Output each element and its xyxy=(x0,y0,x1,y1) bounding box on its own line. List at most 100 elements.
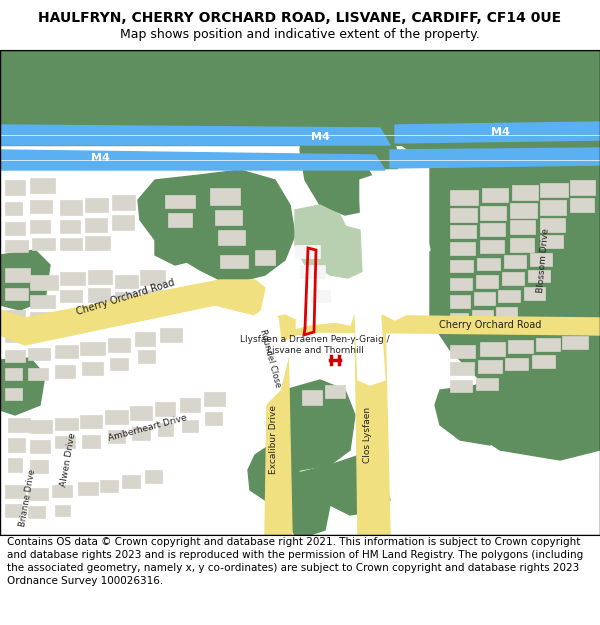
Polygon shape xyxy=(295,245,320,258)
Polygon shape xyxy=(60,272,85,285)
Polygon shape xyxy=(204,392,225,406)
Polygon shape xyxy=(140,270,165,285)
Polygon shape xyxy=(30,420,52,433)
Polygon shape xyxy=(155,225,200,265)
Polygon shape xyxy=(510,203,537,218)
Polygon shape xyxy=(450,362,474,375)
Polygon shape xyxy=(532,355,555,368)
Polygon shape xyxy=(5,504,22,517)
Polygon shape xyxy=(80,415,102,428)
Polygon shape xyxy=(5,368,22,380)
Polygon shape xyxy=(82,362,103,375)
Polygon shape xyxy=(510,220,535,234)
Polygon shape xyxy=(450,278,472,290)
Polygon shape xyxy=(0,250,50,310)
Polygon shape xyxy=(165,195,195,208)
Polygon shape xyxy=(32,238,55,250)
Polygon shape xyxy=(80,342,105,355)
Polygon shape xyxy=(450,190,478,205)
Polygon shape xyxy=(5,202,22,215)
Polygon shape xyxy=(255,250,275,265)
Text: Cherry Orchard Road: Cherry Orchard Road xyxy=(74,278,175,317)
Polygon shape xyxy=(88,288,110,302)
Polygon shape xyxy=(502,272,524,285)
Polygon shape xyxy=(155,402,175,416)
Polygon shape xyxy=(60,220,80,233)
Polygon shape xyxy=(480,206,506,220)
Polygon shape xyxy=(570,198,594,212)
Polygon shape xyxy=(530,253,552,266)
Polygon shape xyxy=(85,218,107,232)
Text: Clos Lysfaen: Clos Lysfaen xyxy=(364,407,373,463)
Polygon shape xyxy=(115,292,137,305)
Polygon shape xyxy=(476,378,498,390)
Polygon shape xyxy=(265,315,295,340)
Polygon shape xyxy=(5,288,28,300)
Polygon shape xyxy=(220,255,248,268)
Polygon shape xyxy=(540,235,563,248)
Polygon shape xyxy=(28,506,45,518)
Polygon shape xyxy=(55,365,75,378)
Text: Blossom Drive: Blossom Drive xyxy=(536,228,550,292)
Polygon shape xyxy=(5,222,25,235)
Text: Brianne Drive: Brianne Drive xyxy=(19,469,37,528)
Polygon shape xyxy=(0,280,265,345)
Polygon shape xyxy=(474,292,495,305)
Polygon shape xyxy=(60,310,80,323)
Polygon shape xyxy=(450,242,475,255)
Polygon shape xyxy=(540,183,568,197)
Polygon shape xyxy=(450,225,476,238)
Polygon shape xyxy=(270,380,355,470)
Polygon shape xyxy=(477,258,500,270)
Polygon shape xyxy=(355,303,385,385)
Polygon shape xyxy=(8,438,25,452)
Polygon shape xyxy=(300,265,325,278)
Polygon shape xyxy=(450,295,470,308)
Polygon shape xyxy=(30,440,50,453)
Polygon shape xyxy=(135,332,155,346)
Polygon shape xyxy=(5,330,22,342)
Polygon shape xyxy=(158,423,173,436)
Polygon shape xyxy=(540,200,566,215)
Polygon shape xyxy=(300,105,400,215)
Polygon shape xyxy=(498,290,520,302)
Polygon shape xyxy=(570,180,595,195)
Polygon shape xyxy=(482,188,508,202)
Polygon shape xyxy=(30,178,55,193)
Text: Amberheart Drive: Amberheart Drive xyxy=(107,413,188,443)
Polygon shape xyxy=(108,430,125,443)
Text: Contains OS data © Crown copyright and database right 2021. This information is : Contains OS data © Crown copyright and d… xyxy=(7,537,583,586)
Polygon shape xyxy=(0,125,390,145)
Polygon shape xyxy=(60,238,82,250)
Polygon shape xyxy=(0,50,600,100)
Polygon shape xyxy=(210,188,240,205)
Polygon shape xyxy=(540,265,585,305)
Polygon shape xyxy=(105,410,128,424)
Polygon shape xyxy=(112,215,134,230)
Polygon shape xyxy=(536,338,560,351)
Polygon shape xyxy=(390,148,600,168)
Polygon shape xyxy=(460,380,600,460)
Polygon shape xyxy=(512,185,538,200)
Polygon shape xyxy=(450,208,477,222)
Polygon shape xyxy=(524,287,545,300)
Polygon shape xyxy=(480,342,505,356)
Polygon shape xyxy=(478,360,502,373)
Polygon shape xyxy=(30,312,52,325)
Polygon shape xyxy=(5,310,25,322)
Polygon shape xyxy=(30,200,52,213)
Polygon shape xyxy=(60,290,82,302)
Text: M4: M4 xyxy=(491,127,509,137)
Polygon shape xyxy=(180,398,200,412)
Text: HAULFRYN, CHERRY ORCHARD ROAD, LISVANE, CARDIFF, CF14 0UE: HAULFRYN, CHERRY ORCHARD ROAD, LISVANE, … xyxy=(38,11,562,25)
Polygon shape xyxy=(508,340,533,353)
Polygon shape xyxy=(435,385,520,445)
Polygon shape xyxy=(30,295,55,308)
Text: Roundel Close: Roundel Close xyxy=(258,328,282,388)
Polygon shape xyxy=(0,100,600,145)
Polygon shape xyxy=(122,475,140,488)
Polygon shape xyxy=(5,268,30,282)
Polygon shape xyxy=(480,223,505,236)
Polygon shape xyxy=(78,482,98,495)
Polygon shape xyxy=(370,175,410,320)
